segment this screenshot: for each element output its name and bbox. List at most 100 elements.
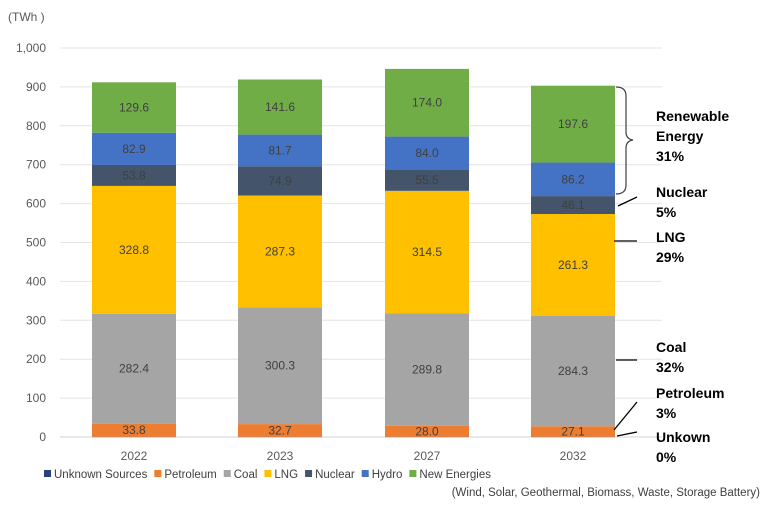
x-tick-label: 2027 bbox=[414, 449, 441, 463]
data-label: 328.8 bbox=[119, 243, 149, 257]
bar-segment-new-energies bbox=[92, 82, 176, 133]
legend-label: Nuclear bbox=[315, 469, 355, 481]
data-label: 197.6 bbox=[558, 117, 588, 131]
y-tick-label: 900 bbox=[26, 80, 46, 94]
data-label: 27.1 bbox=[561, 425, 585, 439]
y-tick-label: 1,000 bbox=[16, 41, 46, 55]
legend-swatch bbox=[361, 470, 369, 477]
annotation-label: 5% bbox=[656, 204, 677, 220]
bar-segment-hydro bbox=[385, 136, 469, 170]
bar-segment-hydro bbox=[238, 134, 322, 167]
data-label: 74.9 bbox=[268, 174, 292, 188]
annotation-label: 3% bbox=[656, 405, 677, 421]
y-tick-label: 800 bbox=[26, 119, 46, 133]
data-label: 55.5 bbox=[415, 173, 439, 187]
bar-segment-nuclear bbox=[92, 164, 176, 186]
bar-segment-nuclear bbox=[238, 166, 322, 196]
data-label: 300.3 bbox=[265, 359, 295, 373]
data-label: 33.8 bbox=[122, 423, 146, 437]
legend-label: Coal bbox=[234, 469, 258, 481]
bar-segment-lng bbox=[531, 214, 615, 316]
data-label: 174.0 bbox=[412, 96, 442, 110]
y-axis-unit-label: (TWh ) bbox=[8, 10, 45, 24]
bar-segment-nuclear bbox=[385, 169, 469, 191]
bar-segment-nuclear bbox=[531, 196, 615, 215]
annotation-label: 0% bbox=[656, 449, 677, 465]
annotation-label: 32% bbox=[656, 359, 685, 375]
data-label: 129.6 bbox=[119, 101, 149, 115]
legend: Unknown Sources Petroleum Coal LNG Nuclear Hy… bbox=[44, 469, 491, 481]
bars: 33.8 282.4 328.8 53.8 82.9 129.6 32.7 300.3 287.… bbox=[92, 68, 615, 439]
bar-segment-hydro bbox=[92, 132, 176, 165]
annotations: Renewable Energy 31% Nuclear 5% LNG 29% Coal 32%… bbox=[613, 86, 729, 465]
leader-line bbox=[613, 401, 638, 431]
data-label: 287.3 bbox=[265, 244, 295, 258]
bar-segment-hydro bbox=[531, 162, 615, 197]
bar-segment-petroleum bbox=[385, 425, 469, 437]
annotation-label: Petroleum bbox=[656, 385, 724, 401]
annotation-label: Coal bbox=[656, 339, 686, 355]
y-tick-label: 200 bbox=[26, 352, 46, 366]
bar-segment-new-energies bbox=[238, 79, 322, 135]
bar-segment-lng bbox=[92, 185, 176, 314]
legend-swatch bbox=[264, 470, 272, 477]
bar-segment-coal bbox=[385, 313, 469, 426]
y-tick-label: 700 bbox=[26, 158, 46, 172]
bar-segment-lng bbox=[238, 195, 322, 308]
bar-segment-petroleum bbox=[531, 426, 615, 437]
y-tick-label: 500 bbox=[26, 236, 46, 250]
data-label: 28.0 bbox=[415, 424, 439, 438]
y-tick-label: 400 bbox=[26, 274, 46, 288]
data-label: 53.8 bbox=[122, 168, 146, 182]
x-tick-label: 2032 bbox=[560, 449, 587, 463]
bar-segment-new-energies bbox=[531, 85, 615, 163]
data-label: 141.6 bbox=[265, 100, 295, 114]
y-tick-label: 600 bbox=[26, 197, 46, 211]
annotation-label: Unkown bbox=[656, 429, 710, 445]
y-tick-label: 0 bbox=[39, 430, 46, 444]
annotation-label: Energy bbox=[656, 128, 704, 144]
y-axis-ticks: 0 100 200 300 400 500 600 700 800 900 1,000 bbox=[16, 41, 46, 444]
data-label: 82.9 bbox=[122, 142, 146, 156]
bar-segment-coal bbox=[92, 313, 176, 424]
annotation-label: 29% bbox=[656, 249, 685, 265]
data-label: 32.7 bbox=[268, 423, 292, 437]
leader-line bbox=[617, 196, 638, 207]
legend-label: Unknown Sources bbox=[54, 469, 148, 481]
legend-note: (Wind, Solar, Geothermal, Biomass, Waste… bbox=[452, 487, 760, 499]
y-tick-label: 300 bbox=[26, 313, 46, 327]
legend-label: New Energies bbox=[419, 469, 491, 481]
legend-label: Hydro bbox=[372, 469, 403, 481]
data-label: 81.7 bbox=[268, 143, 292, 157]
y-tick-label: 100 bbox=[26, 391, 46, 405]
legend-label: LNG bbox=[274, 469, 298, 481]
bar-segment-coal bbox=[238, 307, 322, 425]
data-label: 46.1 bbox=[561, 198, 585, 212]
bar-segment-coal bbox=[531, 315, 615, 427]
bar-segment-petroleum bbox=[238, 424, 322, 437]
annotation-label: Nuclear bbox=[656, 184, 708, 200]
renewable-brace bbox=[615, 86, 634, 195]
legend-swatch bbox=[154, 470, 162, 477]
bar-segment-lng bbox=[385, 190, 469, 314]
legend-label: Petroleum bbox=[164, 469, 216, 481]
legend-swatch bbox=[44, 470, 51, 477]
x-tick-label: 2022 bbox=[121, 449, 148, 463]
data-label: 261.3 bbox=[558, 258, 588, 272]
leader-line bbox=[616, 431, 638, 437]
legend-swatch bbox=[409, 470, 417, 477]
x-axis-ticks: 2022 2023 2027 2032 bbox=[121, 449, 587, 463]
x-tick-label: 2023 bbox=[267, 449, 294, 463]
annotation-label: 31% bbox=[656, 148, 685, 164]
data-label: 284.3 bbox=[558, 364, 588, 378]
data-label: 84.0 bbox=[415, 146, 439, 160]
data-label: 289.8 bbox=[412, 363, 442, 377]
data-label: 86.2 bbox=[561, 172, 585, 186]
legend-swatch bbox=[223, 470, 231, 477]
data-label: 282.4 bbox=[119, 362, 149, 376]
legend-swatch bbox=[305, 470, 313, 477]
bar-segment-petroleum bbox=[92, 423, 176, 437]
annotation-label: Renewable bbox=[656, 108, 729, 124]
data-label: 314.5 bbox=[412, 245, 442, 259]
